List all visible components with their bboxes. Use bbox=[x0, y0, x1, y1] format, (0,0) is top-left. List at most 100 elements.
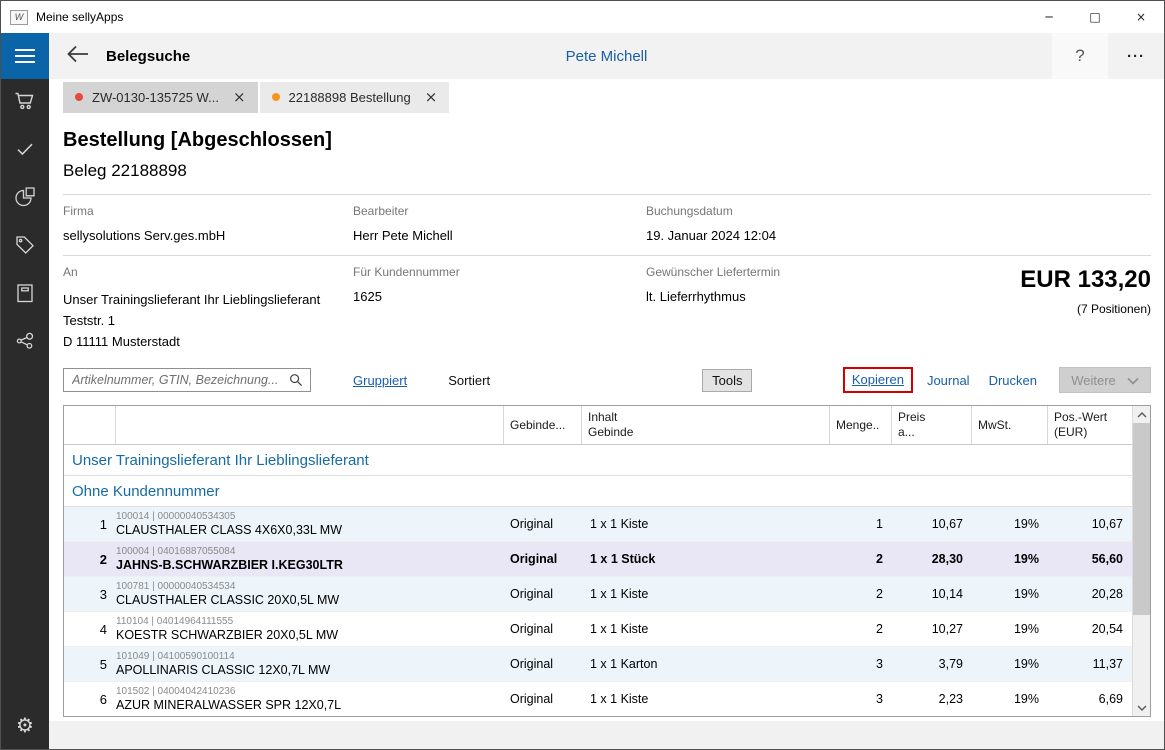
row-article: 101049 | 04100590100114 APOLLINARIS CLAS… bbox=[116, 651, 504, 678]
article-name: APOLLINARIS CLASSIC 12X0,7L MW bbox=[116, 663, 498, 678]
recipient-city: D 11111 Musterstadt bbox=[63, 331, 353, 352]
titlebar: W Meine sellyApps ─ □ × bbox=[1, 1, 1164, 33]
article-name: CLAUSTHALER CLASSIC 20X0,5L MW bbox=[116, 593, 498, 608]
group-header-ohne-kundennummer[interactable]: Ohne Kundennummer bbox=[64, 476, 1132, 507]
row-menge: 3 bbox=[830, 692, 892, 706]
book-icon bbox=[13, 281, 37, 310]
row-inhalt: 1 x 1 Kiste bbox=[582, 622, 830, 636]
row-poswert: 6,69 bbox=[1048, 692, 1132, 706]
field-value: 1625 bbox=[353, 289, 646, 304]
table-body: Unser Trainingslieferant Ihr Lieblingsli… bbox=[64, 445, 1132, 716]
sidebar-item-cart[interactable] bbox=[1, 79, 49, 127]
positions-table: Gebinde... Inhalt Gebinde Menge.. Preis … bbox=[63, 405, 1151, 717]
row-menge: 2 bbox=[830, 587, 892, 601]
sidebar-item-prices[interactable] bbox=[1, 223, 49, 271]
row-gebinde: Original bbox=[504, 517, 582, 531]
row-gebinde: Original bbox=[504, 552, 582, 566]
sidebar-item-tasks[interactable] bbox=[1, 127, 49, 175]
table-header: Gebinde... Inhalt Gebinde Menge.. Preis … bbox=[64, 406, 1132, 445]
sidebar-item-catalog[interactable] bbox=[1, 271, 49, 319]
row-poswert: 10,67 bbox=[1048, 517, 1132, 531]
search-icon[interactable] bbox=[282, 373, 310, 387]
main-area: Belegsuche Pete Michell ? ··· ZW-0130-13… bbox=[49, 33, 1164, 749]
row-poswert: 20,28 bbox=[1048, 587, 1132, 601]
row-inhalt: 1 x 1 Kiste bbox=[582, 587, 830, 601]
field-label: Buchungsdatum bbox=[646, 204, 1151, 218]
sidebar-item-share[interactable] bbox=[1, 319, 49, 367]
col-header-pos[interactable] bbox=[64, 406, 116, 444]
positions-toolbar: Gruppiert Sortiert Tools Kopieren Journa… bbox=[63, 367, 1151, 393]
col-header-mwst[interactable]: MwSt. bbox=[972, 406, 1048, 444]
app-window: W Meine sellyApps ─ □ × bbox=[0, 0, 1165, 750]
weitere-dropdown-button[interactable]: Weitere bbox=[1059, 367, 1151, 393]
row-position: 1 bbox=[64, 517, 116, 532]
journal-link[interactable]: Journal bbox=[927, 373, 970, 388]
window-title: Meine sellyApps bbox=[36, 10, 123, 24]
app-header: Belegsuche Pete Michell ? ··· bbox=[49, 33, 1164, 79]
col-header-article[interactable] bbox=[116, 406, 504, 444]
article-name: JAHNS-B.SCHWARZBIER I.KEG30LTR bbox=[116, 558, 498, 573]
field-an: An Unser Trainingslieferant Ihr Liebling… bbox=[63, 265, 353, 352]
help-button[interactable]: ? bbox=[1052, 33, 1108, 79]
row-mwst: 19% bbox=[972, 657, 1048, 671]
table-row[interactable]: 3 100781 | 00000040534534 CLAUSTHALER CL… bbox=[64, 577, 1132, 612]
status-bar bbox=[49, 721, 1164, 749]
group-header-supplier[interactable]: Unser Trainingslieferant Ihr Lieblingsli… bbox=[64, 445, 1132, 476]
document-fields-row2: An Unser Trainingslieferant Ihr Liebling… bbox=[63, 256, 1151, 356]
minimize-button[interactable]: ─ bbox=[1026, 1, 1072, 33]
back-button[interactable] bbox=[62, 44, 92, 69]
row-inhalt: 1 x 1 Kiste bbox=[582, 692, 830, 706]
search-input[interactable] bbox=[64, 373, 282, 387]
scroll-up-icon[interactable] bbox=[1133, 406, 1150, 423]
article-name: AZUR MINERALWASSER SPR 12X0,7L bbox=[116, 698, 498, 713]
sortiert-link[interactable]: Sortiert bbox=[448, 373, 490, 388]
kopieren-link[interactable]: Kopieren bbox=[852, 372, 904, 387]
field-label: Bearbeiter bbox=[353, 204, 646, 218]
col-header-preis[interactable]: Preis a... bbox=[892, 406, 972, 444]
table-row[interactable]: 5 101049 | 04100590100114 APOLLINARIS CL… bbox=[64, 647, 1132, 682]
table-scrollbar[interactable] bbox=[1132, 406, 1150, 716]
row-inhalt: 1 x 1 Kiste bbox=[582, 517, 830, 531]
chevron-down-icon bbox=[1127, 373, 1139, 388]
cart-icon bbox=[13, 89, 37, 118]
row-mwst: 19% bbox=[972, 517, 1048, 531]
row-menge: 2 bbox=[830, 622, 892, 636]
more-options-button[interactable]: ··· bbox=[1108, 33, 1164, 79]
hamburger-menu-button[interactable] bbox=[1, 33, 49, 79]
tab-zw-0130-135725[interactable]: ZW-0130-135725 W... × bbox=[63, 82, 258, 113]
tab-close-icon[interactable]: × bbox=[425, 90, 438, 105]
col-header-poswert[interactable]: Pos.-Wert (EUR) bbox=[1048, 406, 1132, 444]
recipient-street: Teststr. 1 bbox=[63, 310, 353, 331]
positions-count: (7 Positionen) bbox=[966, 302, 1151, 316]
ellipsis-icon: ··· bbox=[1127, 48, 1145, 65]
table-row[interactable]: 4 110104 | 04014964111555 KOESTR SCHWARZ… bbox=[64, 612, 1132, 647]
row-article: 101502 | 04004042410236 AZUR MINERALWASS… bbox=[116, 686, 504, 713]
gruppiert-link[interactable]: Gruppiert bbox=[353, 373, 407, 388]
tab-22188898-bestellung[interactable]: 22188898 Bestellung × bbox=[260, 82, 450, 113]
row-mwst: 19% bbox=[972, 622, 1048, 636]
table-row[interactable]: 2 100004 | 04016887055084 JAHNS-B.SCHWAR… bbox=[64, 542, 1132, 577]
article-id: 100014 | 00000040534305 bbox=[116, 511, 498, 523]
back-arrow-icon bbox=[65, 44, 90, 69]
share-icon bbox=[13, 329, 37, 358]
col-header-inhalt[interactable]: Inhalt Gebinde bbox=[582, 406, 830, 444]
close-button[interactable]: × bbox=[1118, 1, 1164, 33]
document-fields-row1: Firma sellysolutions Serv.ges.mbH Bearbe… bbox=[63, 195, 1151, 255]
maximize-button[interactable]: □ bbox=[1072, 1, 1118, 33]
col-header-menge[interactable]: Menge.. bbox=[830, 406, 892, 444]
drucken-link[interactable]: Drucken bbox=[989, 373, 1037, 388]
check-icon bbox=[13, 137, 37, 166]
row-preis: 10,27 bbox=[892, 622, 972, 636]
field-kundennummer: Für Kundennummer 1625 bbox=[353, 265, 646, 352]
col-header-gebinde[interactable]: Gebinde... bbox=[504, 406, 582, 444]
table-row[interactable]: 6 101502 | 04004042410236 AZUR MINERALWA… bbox=[64, 682, 1132, 716]
tab-label: ZW-0130-135725 W... bbox=[92, 90, 219, 105]
scrollbar-thumb[interactable] bbox=[1133, 423, 1151, 615]
tools-button[interactable]: Tools bbox=[702, 369, 752, 392]
sidebar-item-settings[interactable]: ⚙ bbox=[1, 701, 49, 749]
scroll-down-icon[interactable] bbox=[1133, 699, 1150, 716]
annotation-highlight-box: Kopieren bbox=[843, 367, 913, 393]
tab-close-icon[interactable]: × bbox=[233, 90, 246, 105]
table-row[interactable]: 1 100014 | 00000040534305 CLAUSTHALER CL… bbox=[64, 507, 1132, 542]
sidebar-item-statistics[interactable] bbox=[1, 175, 49, 223]
